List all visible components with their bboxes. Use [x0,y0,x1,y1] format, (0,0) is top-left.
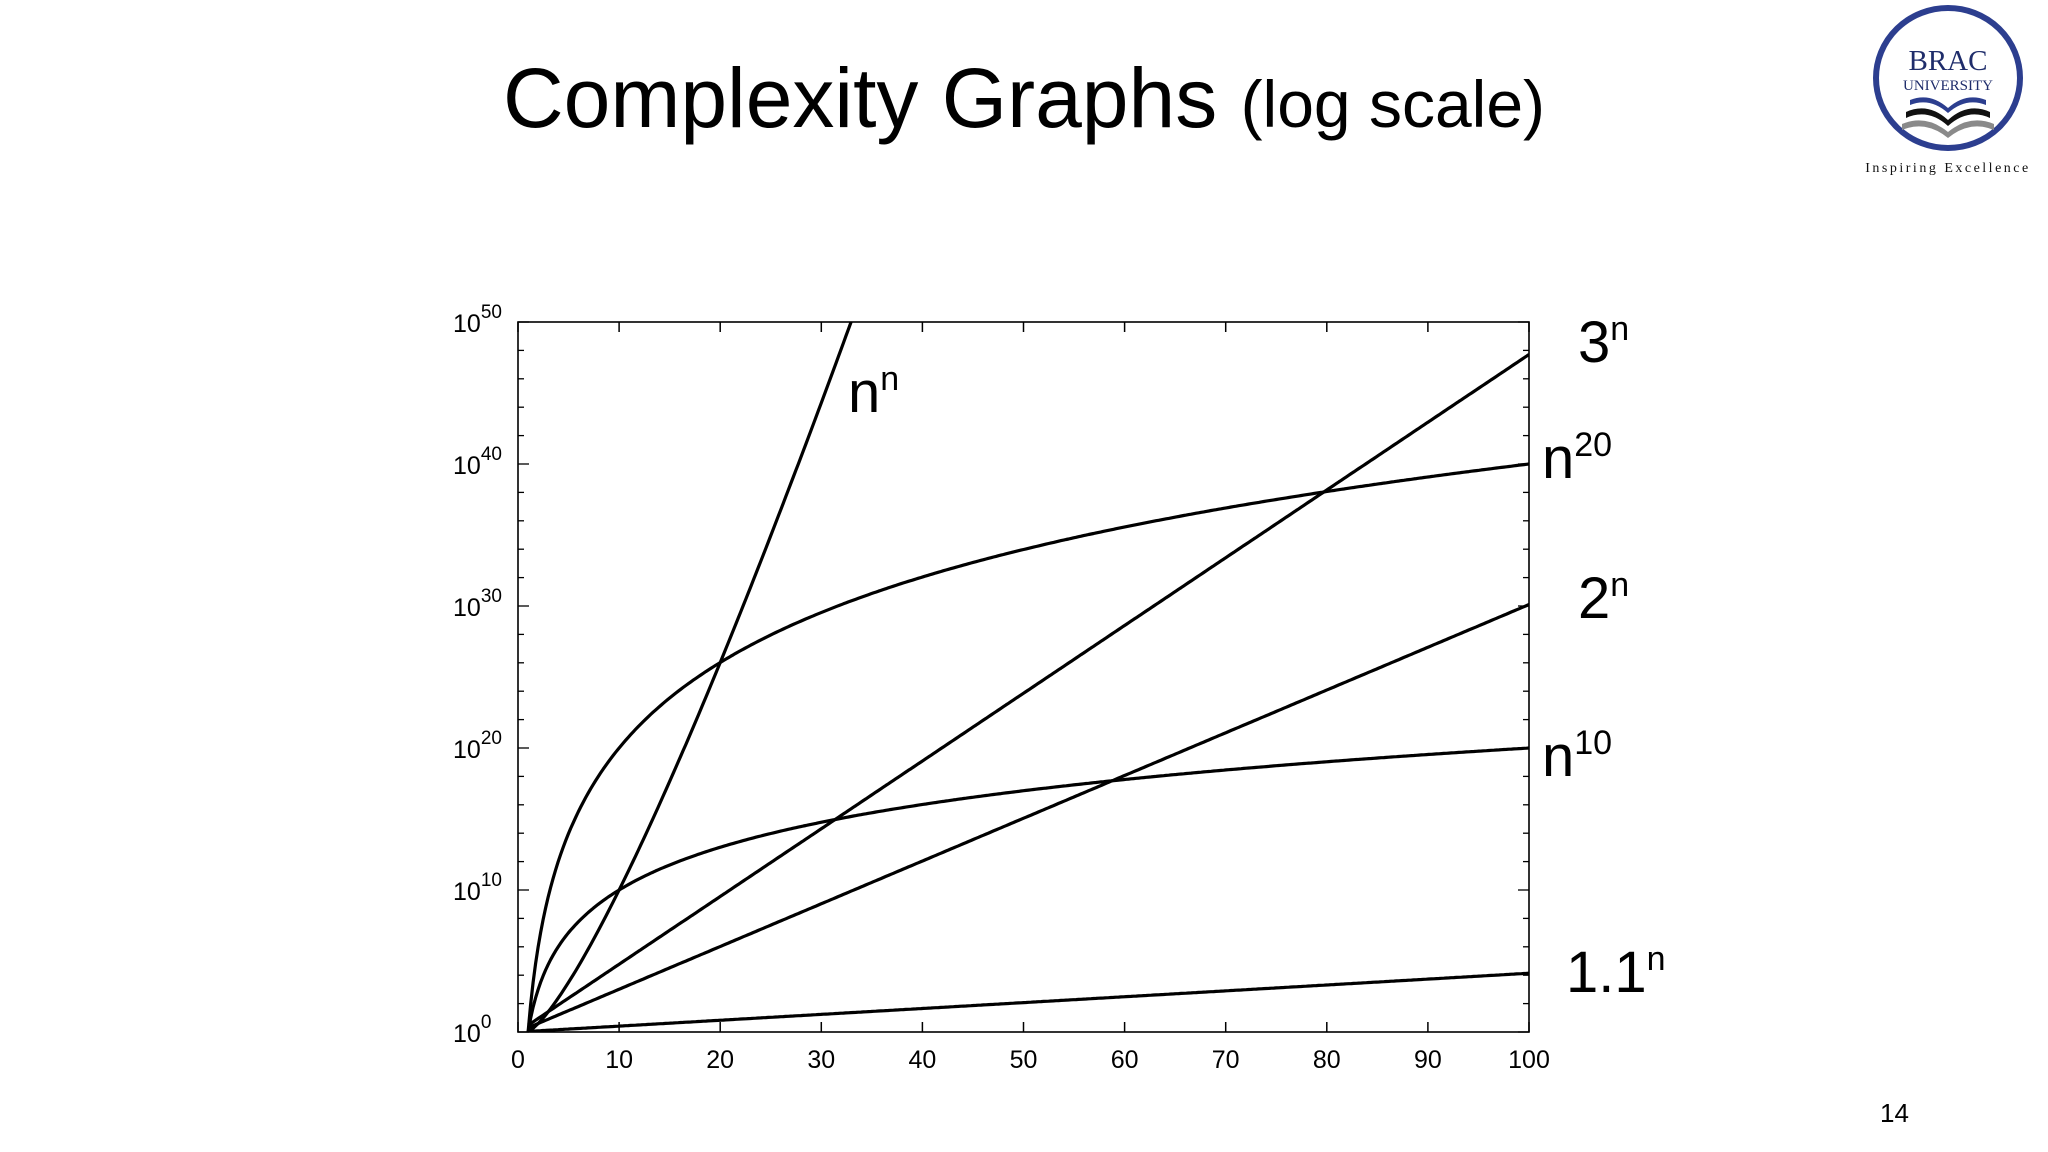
y-tick-base: 10 [453,594,481,622]
x-tick-label: 80 [1313,1046,1341,1074]
series-label: 3n [1578,310,1629,375]
series-line-1-1-n [528,971,1529,1032]
y-tick-base: 10 [453,452,481,480]
series-line-3-n [527,353,1529,1027]
brac-university-logo: BRAC UNIVERSITY Inspiring Excellence [1848,0,2048,180]
logo-tagline: Inspiring Excellence [1865,161,2030,176]
series-label: n10 [1542,724,1612,789]
series-label-base: n [1542,426,1574,491]
y-tick-base: 10 [453,1020,481,1048]
x-axis-ticks: 0 10 20 30 40 50 60 70 80 90 100 [511,322,1550,1074]
y-tick-base: 10 [453,310,481,338]
series-line-n-10 [526,746,1529,1032]
logo-line1: BRAC [1909,45,1988,77]
x-tick-label: 40 [908,1046,936,1074]
y-tick-label: 1010 [453,870,502,906]
plot-frame [517,321,1530,1033]
series-label-base: 1.1 [1566,940,1647,1005]
y-tick-exponent: 50 [481,302,502,323]
series-label-base: n [848,360,880,425]
series-label: nn [848,360,899,425]
y-tick-base: 10 [453,736,481,764]
title-main: Complexity Graphs [502,51,1218,145]
series-label: 1.1n [1566,940,1666,1005]
x-tick-label: 0 [511,1046,525,1074]
series-label-superscript: n [880,360,899,398]
logo-line2: UNIVERSITY [1903,78,1993,94]
series-label-superscript: 10 [1574,724,1612,762]
y-tick-label: 1050 [453,302,502,338]
series-label-superscript: 20 [1574,426,1612,464]
series-line-2-n [527,603,1529,1030]
y-tick-exponent: 0 [481,1012,492,1033]
y-tick-exponent: 20 [481,728,502,749]
logo-book-icon [1906,108,1990,126]
series-label: 2n [1578,566,1629,631]
y-tick-label: 1020 [453,728,502,764]
x-tick-label: 10 [605,1046,633,1074]
series-label-base: 3 [1578,310,1610,375]
y-tick-label: 100 [453,1012,491,1048]
page-number: 14 [1880,1098,1909,1128]
x-tick-label: 60 [1111,1046,1139,1074]
y-tick-exponent: 30 [481,586,502,607]
series-label-base: n [1542,724,1574,789]
x-tick-label: 100 [1508,1046,1550,1074]
x-tick-label: 70 [1212,1046,1240,1074]
y-tick-exponent: 40 [481,444,502,465]
x-tick-label: 20 [706,1046,734,1074]
y-tick-exponent: 10 [481,870,502,891]
series-label-base: 2 [1578,566,1610,631]
y-tick-base: 10 [453,878,481,906]
slide-title: Complexity Graphs (log scale) [0,48,2048,154]
x-tick-label: 30 [807,1046,835,1074]
title-sub: (log scale) [1240,67,1546,141]
x-tick-label: 90 [1414,1046,1442,1074]
series-label-superscript: n [1610,566,1629,604]
series-line-n-n [527,322,853,1032]
chart-curves [526,322,1529,1032]
y-tick-label: 1030 [453,586,502,622]
series-label: n20 [1542,426,1612,491]
chart-axes [517,321,1530,1033]
series-line-n-20 [526,462,1529,1032]
x-tick-label: 50 [1010,1046,1038,1074]
y-tick-label: 1040 [453,444,502,480]
series-label-superscript: n [1610,310,1629,348]
series-label-superscript: n [1647,940,1666,978]
